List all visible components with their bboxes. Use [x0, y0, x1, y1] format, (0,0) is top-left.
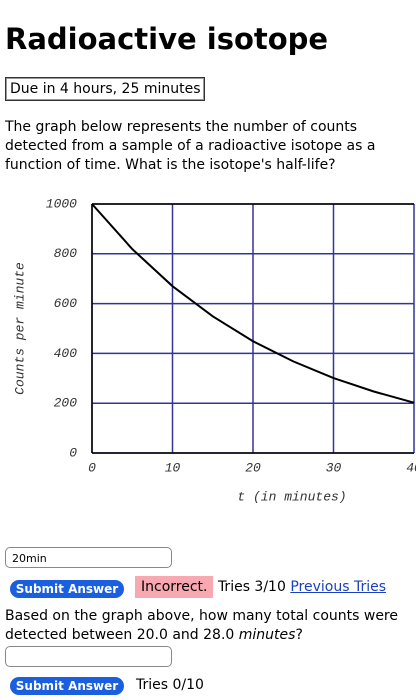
- question-end: ?: [295, 627, 303, 643]
- answer-input[interactable]: [5, 646, 172, 667]
- y-tick-label: 600: [54, 296, 78, 311]
- submit-button[interactable]: Submit Answer: [10, 580, 124, 598]
- question-body: Based on the graph above, how many total…: [5, 608, 398, 643]
- due-date: Due in 4 hours, 25 minutes: [5, 77, 206, 101]
- tries: Tries 0/10: [136, 677, 204, 693]
- previous-tries-link[interactable]: Previous Tries: [290, 579, 386, 595]
- feedback: Incorrect.: [135, 576, 214, 598]
- x-tick-label: 10: [165, 460, 181, 475]
- y-tick-label: 0: [69, 445, 77, 460]
- y-tick-label: 1000: [46, 196, 77, 211]
- chart: 0 200 400 600 800 1000 0 10 20 30 40 t (in minutes)…: [12, 196, 416, 504]
- y-axis-label: Counts per minute: [12, 262, 27, 395]
- data-line: [91, 203, 415, 404]
- x-tick-label: 30: [326, 460, 342, 475]
- y-tick-label: 800: [54, 246, 78, 261]
- question-text: Based on the graph above, how many total…: [5, 607, 405, 645]
- tries: Tries 3/10: [217, 579, 286, 595]
- y-tick-label: 200: [54, 396, 78, 411]
- submit-button[interactable]: Submit Answer: [10, 677, 124, 695]
- feedback-row: Incorrect. Tries 3/10 Previous Tries: [135, 576, 386, 598]
- y-tick-label: 400: [54, 346, 78, 361]
- x-tick-label: 0: [88, 460, 96, 475]
- x-tick-label: 40: [406, 460, 416, 475]
- question-text: The graph below represents the number of…: [5, 119, 376, 173]
- x-axis-label: t (in minutes): [237, 489, 346, 504]
- page-title: Radioactive isotope: [5, 22, 329, 56]
- answer-input[interactable]: 20min: [5, 547, 172, 568]
- question-emphasis: minutes: [238, 627, 296, 643]
- x-tick-label: 20: [245, 460, 261, 475]
